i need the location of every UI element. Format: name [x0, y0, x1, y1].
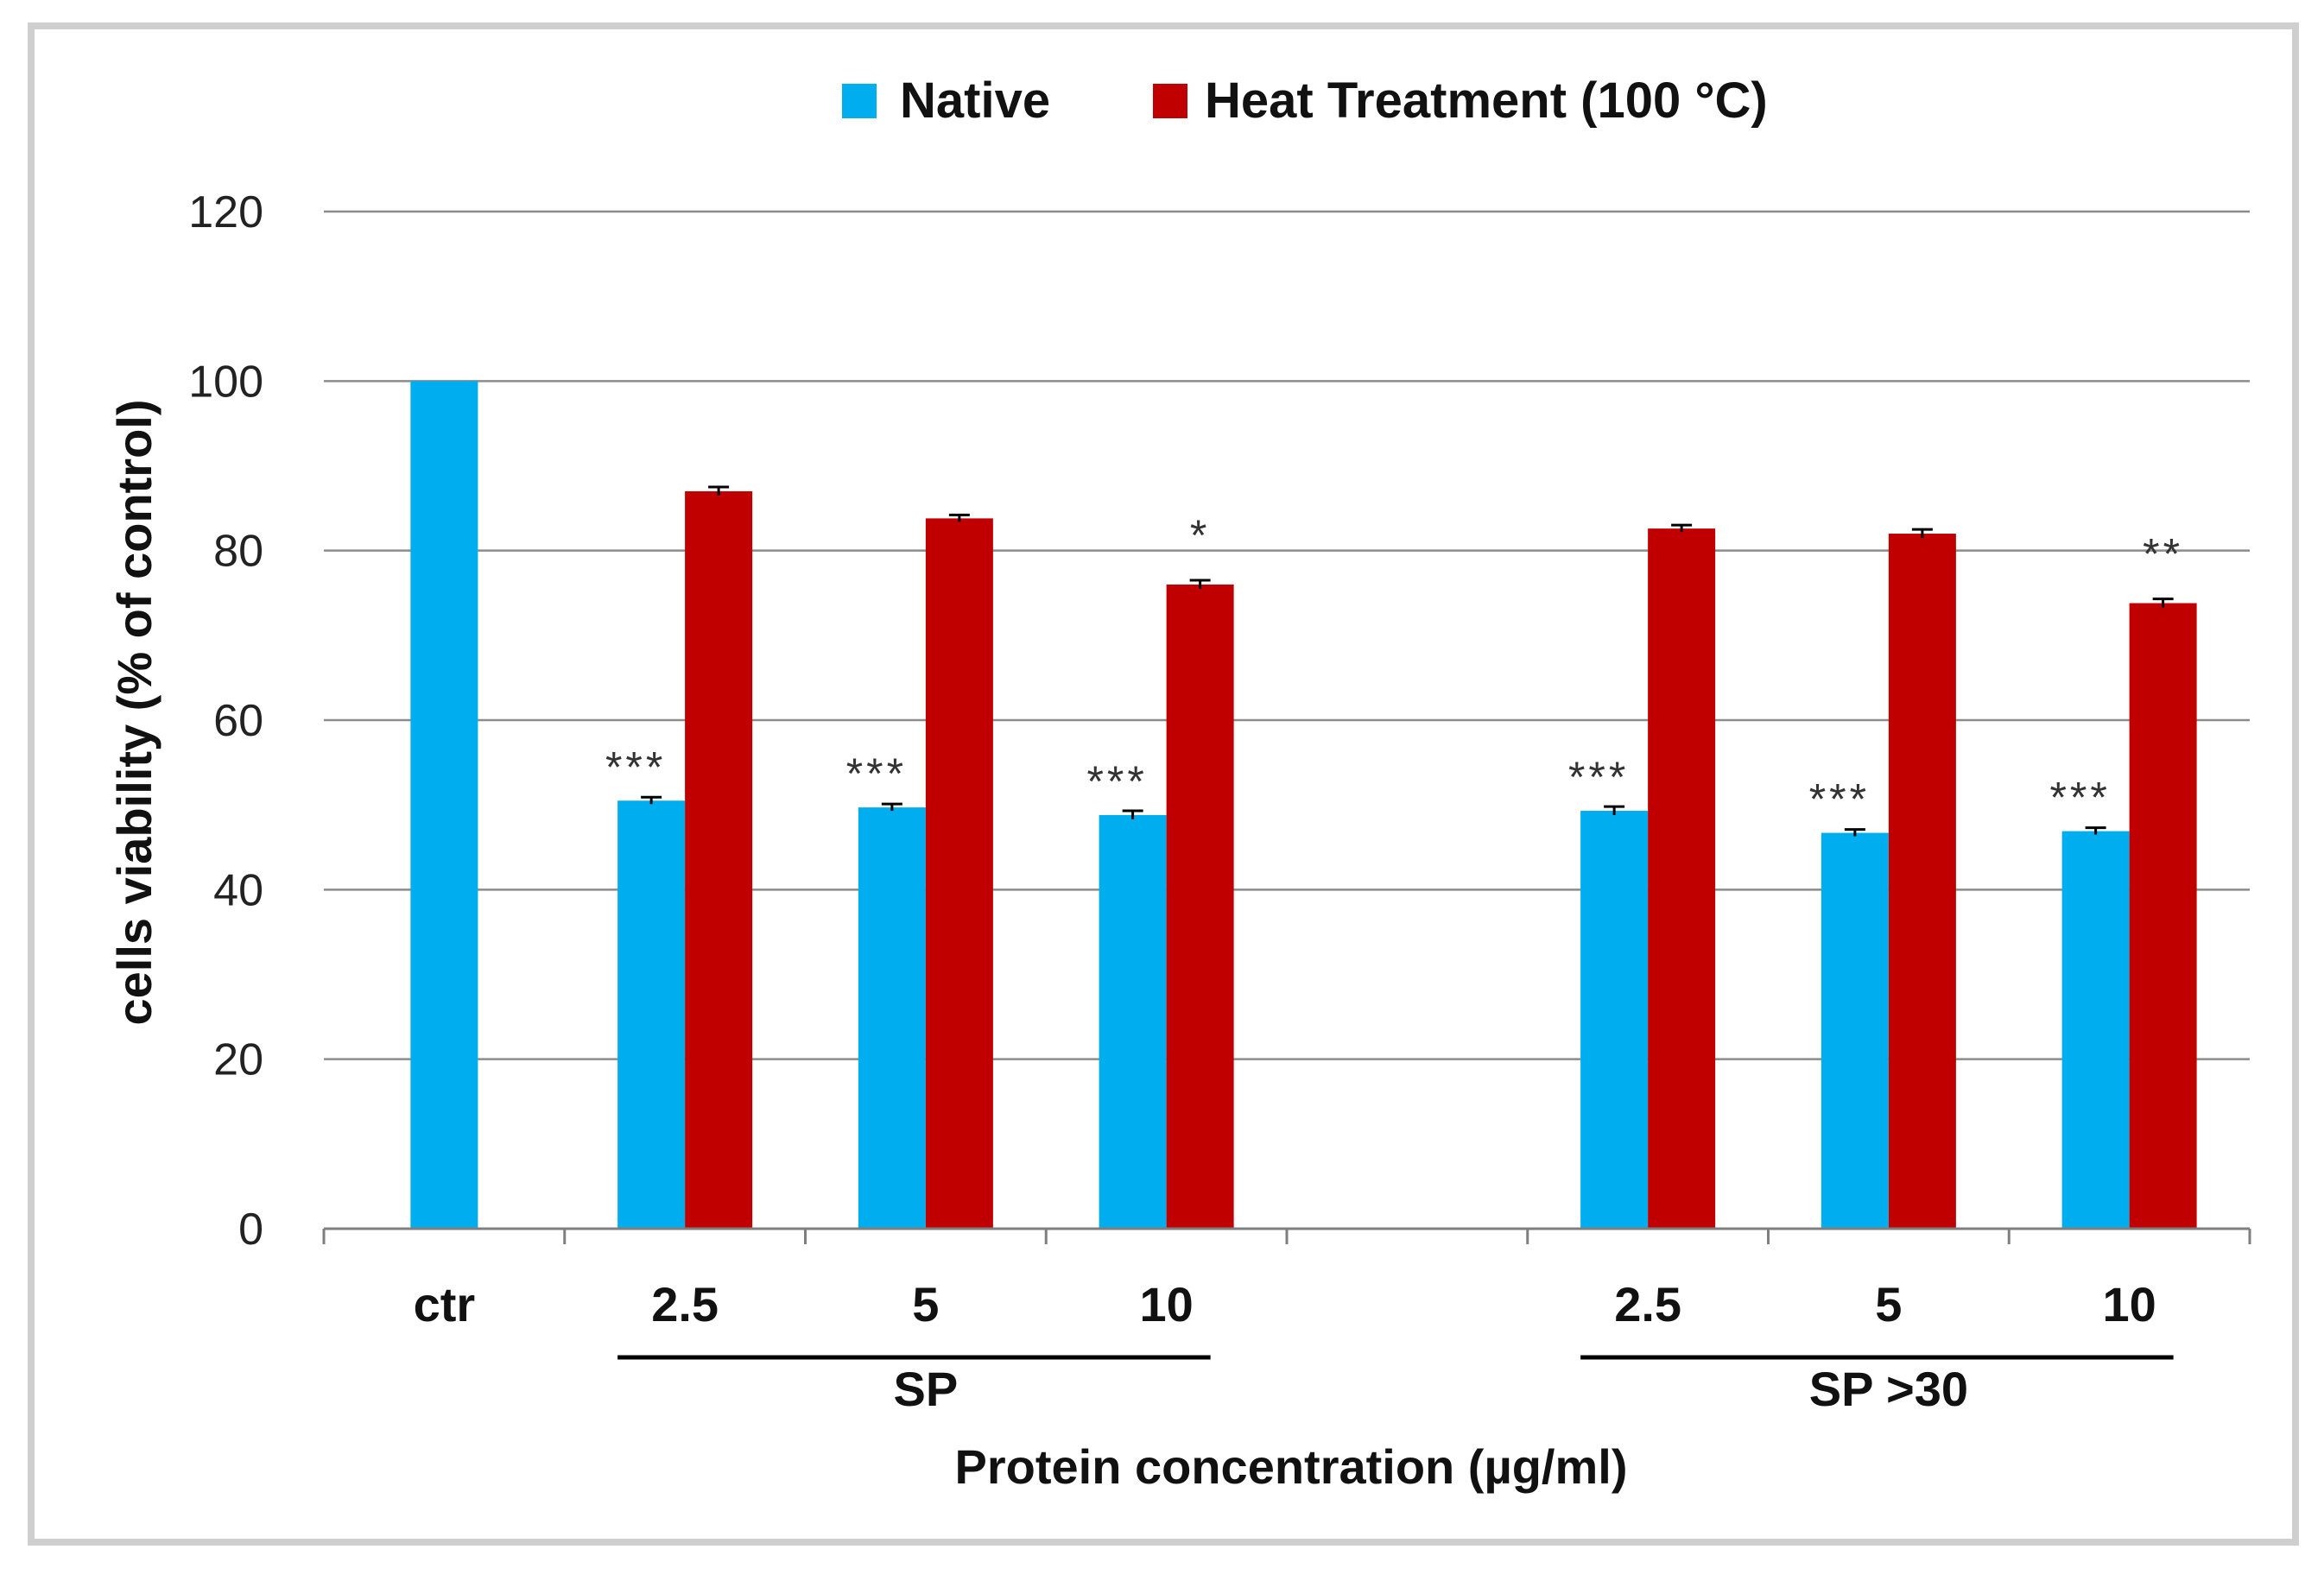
- x-category-label-0: ctr: [414, 1277, 476, 1331]
- bar-heat-1: [685, 490, 753, 1229]
- legend-label-heat: Heat Treatment (100 °C): [1205, 73, 1768, 129]
- significance-native-2: ***: [846, 749, 907, 798]
- significance-native-7: ***: [2049, 774, 2110, 822]
- significance-native-1: ***: [605, 743, 666, 791]
- bar-heat-5: [1648, 528, 1716, 1229]
- x-category-label-2: 5: [912, 1277, 939, 1331]
- legend-label-native: Native: [900, 73, 1050, 129]
- significance-heat-7: **: [2143, 530, 2183, 579]
- y-tick-label-100: 100: [188, 357, 263, 407]
- bars: [410, 381, 2197, 1229]
- x-category-label-1: 2.5: [651, 1277, 719, 1331]
- bar-heat-6: [1888, 534, 1956, 1229]
- legend-swatch-heat: [1153, 84, 1187, 118]
- legend-swatch-native: [842, 84, 877, 118]
- x-category-label-5: 2.5: [1614, 1277, 1681, 1331]
- y-tick-label-80: 80: [213, 527, 263, 577]
- y-tick-label-40: 40: [213, 865, 263, 915]
- group-labels: SP SP >30: [617, 1355, 2174, 1416]
- category-labels: ctr 2.5 5 10 2.5 5 10: [414, 1277, 2156, 1331]
- significance-native-5: ***: [1568, 753, 1629, 801]
- group-label-1: SP >30: [1809, 1362, 1968, 1416]
- y-tick-label-0: 0: [238, 1205, 263, 1255]
- significance-labels: *** *** ******* *** *****: [605, 511, 2183, 824]
- y-tick-label-60: 60: [213, 696, 263, 746]
- legend: Native Heat Treatment (100 °C): [842, 73, 1768, 129]
- x-category-label-6: 5: [1875, 1277, 1902, 1331]
- bar-native-5: [1580, 811, 1649, 1229]
- y-axis-tick-labels: 0 20 40 60 80 100 120: [188, 187, 263, 1255]
- bar-heat-2: [925, 518, 993, 1229]
- x-category-label-7: 10: [2102, 1277, 2156, 1331]
- x-category-label-3: 10: [1139, 1277, 1193, 1331]
- bar-native-0: [410, 381, 478, 1229]
- y-tick-label-120: 120: [188, 187, 263, 237]
- significance-native-6: ***: [1809, 775, 1870, 824]
- bar-native-7: [2061, 831, 2130, 1229]
- x-axis: [322, 1227, 2251, 1244]
- y-axis-title: cells viability (% of control): [107, 399, 161, 1025]
- bar-native-1: [617, 800, 686, 1229]
- bar-native-6: [1821, 832, 1889, 1229]
- x-axis-title: Protein concentration (µg/ml): [955, 1439, 1628, 1494]
- bar-native-3: [1099, 814, 1167, 1229]
- significance-heat-3: *: [1190, 511, 1210, 560]
- group-label-0: SP: [894, 1362, 959, 1416]
- bar-heat-3: [1166, 584, 1234, 1229]
- y-tick-label-20: 20: [213, 1035, 263, 1085]
- significance-native-3: ***: [1086, 757, 1147, 806]
- bar-native-2: [858, 807, 926, 1229]
- bar-heat-7: [2129, 603, 2197, 1229]
